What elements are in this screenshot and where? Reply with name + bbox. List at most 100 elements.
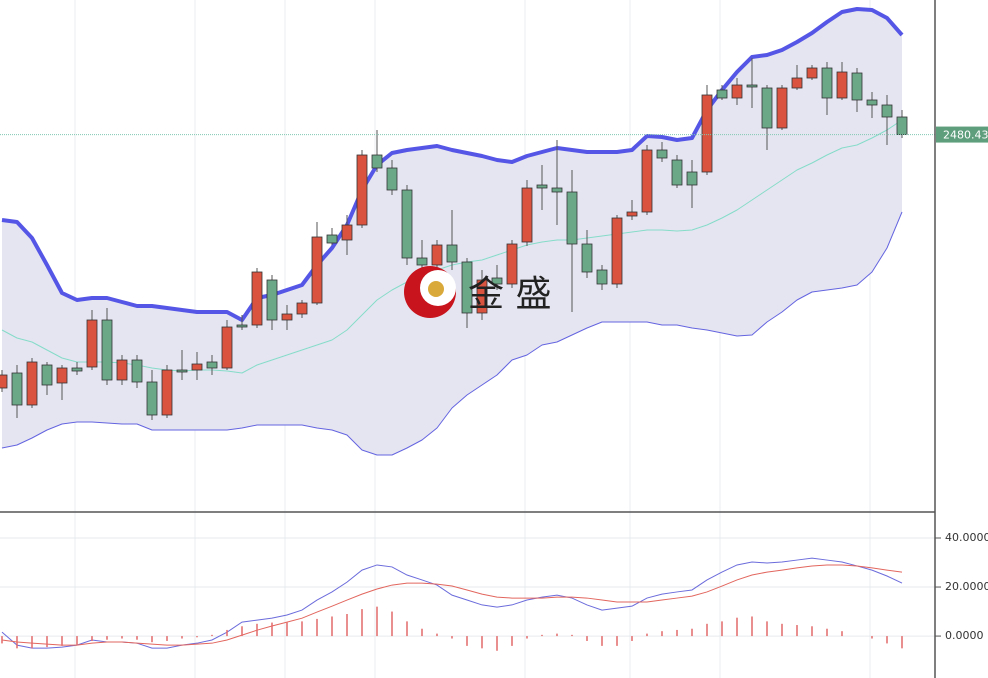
y-tick-label: 20.0000 (945, 580, 988, 593)
macd-bar (211, 634, 213, 637)
macd-bar (181, 636, 183, 639)
macd-bar (541, 634, 543, 637)
macd-bar (16, 636, 18, 649)
candle-body (206, 361, 218, 369)
macd-bar (781, 623, 783, 637)
macd-bar (136, 636, 138, 640)
candle-body (461, 261, 473, 314)
macd-bar (76, 636, 78, 645)
watermark-text: 金 盛 (468, 274, 551, 315)
macd-bar (226, 629, 228, 637)
candle-body (686, 171, 698, 186)
macd-bar (616, 636, 618, 646)
candle-body (236, 324, 248, 328)
macd-bar (826, 628, 828, 637)
macd-bar (316, 618, 318, 637)
candle-body (401, 189, 413, 259)
candle-body (386, 167, 398, 191)
macd-bar (391, 611, 393, 637)
logo (428, 281, 444, 297)
candle-body (881, 104, 893, 118)
macd-bar (466, 636, 468, 646)
macd-bar (646, 633, 648, 637)
macd-bar (286, 622, 288, 637)
macd-bar (196, 636, 198, 638)
candle-body (626, 211, 638, 217)
band-lower (1, 211, 903, 456)
macd-bar (841, 631, 843, 637)
macd-bar (301, 621, 303, 637)
last-price-label: 2480.430 (943, 129, 988, 142)
candle-body (251, 271, 263, 326)
candle-body (596, 269, 608, 285)
macd-bar (271, 622, 273, 637)
candle-body (806, 67, 818, 79)
macd-bar (736, 617, 738, 637)
macd-bar (661, 631, 663, 637)
macd-bar (436, 633, 438, 637)
macd-bar (421, 628, 423, 637)
candle-body (311, 236, 323, 304)
macd-bar (241, 626, 243, 637)
candle-body (221, 326, 233, 369)
candle-body (536, 184, 548, 189)
candle-body (641, 149, 653, 213)
candle-body (26, 361, 38, 406)
macd-bar (106, 636, 108, 640)
macd-panel: 0.0000 20.0000 40.0000 (0, 531, 988, 651)
candle-body (566, 191, 578, 245)
candle-body (836, 71, 848, 99)
candle-body (776, 87, 788, 129)
candle-body (821, 67, 833, 99)
candle-body (761, 87, 773, 129)
macd-bar (331, 616, 333, 637)
candle-body (866, 99, 878, 106)
candle-body (416, 257, 428, 266)
macd-bar (256, 623, 258, 637)
candle-body (446, 244, 458, 263)
candle-body (341, 224, 353, 241)
macd-bar (751, 616, 753, 637)
macd-bar (481, 636, 483, 649)
macd-line (1, 564, 903, 646)
candle-body (41, 364, 53, 386)
last-price-box (936, 126, 988, 143)
candle-body (716, 89, 728, 99)
candle-body (176, 369, 188, 373)
candle-body (101, 319, 113, 381)
candle-body (791, 77, 803, 89)
y-tick-label: 40.0000 (945, 531, 988, 544)
macd-bar (706, 623, 708, 637)
candle-body (131, 359, 143, 383)
macd-bar (766, 621, 768, 637)
candle-body (0, 374, 8, 389)
candle-body (71, 367, 83, 372)
macd-bar (496, 636, 498, 651)
price-panel: 2480.430 (0, 7, 988, 456)
candle-body (896, 116, 908, 135)
candle-body (146, 381, 158, 416)
macd-bar (61, 636, 63, 646)
candle-body (701, 94, 713, 173)
macd-bar (361, 609, 363, 637)
candle-body (371, 154, 383, 169)
macd-bar (571, 634, 573, 637)
candle-body (731, 84, 743, 99)
candle-body (56, 367, 68, 384)
candle-body (191, 363, 203, 371)
macd-bar (376, 606, 378, 637)
candle-body (521, 187, 533, 243)
macd-bar (406, 621, 408, 637)
macd-bar (1, 636, 3, 644)
macd-line (1, 557, 903, 649)
macd-bar (871, 636, 873, 639)
macd-bar (676, 629, 678, 637)
candle-body (611, 217, 623, 285)
macd-bar (346, 614, 348, 637)
macd-bar (91, 636, 93, 641)
candle-body (746, 84, 758, 88)
macd-bar (721, 621, 723, 637)
candle-body (116, 359, 128, 381)
macd-bar (451, 636, 453, 639)
